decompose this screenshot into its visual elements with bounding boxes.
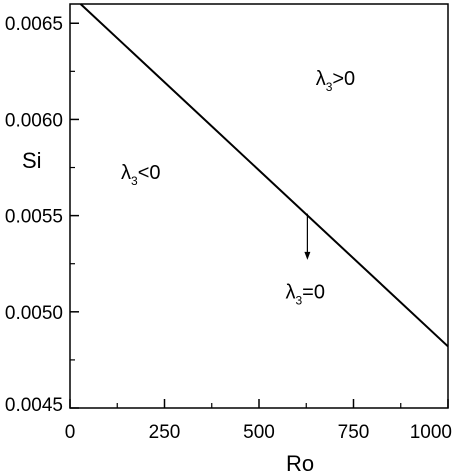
x-tick-label: 1000 [410, 422, 452, 443]
y-tick-label: 0.0045 [5, 395, 63, 416]
y-tick-label: 0.0065 [5, 14, 63, 35]
annotations: λ3>0 λ3<0 λ3=0 [121, 68, 355, 308]
region-annotation: λ3<0 [121, 162, 161, 188]
x-tick-label: 250 [149, 422, 181, 443]
y-tick-label: 0.0060 [5, 110, 63, 131]
plot-frame [69, 3, 449, 409]
annotation-arrow-head [304, 251, 311, 260]
ticks: 0 250 500 750 1000 0.0045 0.0050 0.0055 0.0060 0.… [5, 14, 452, 443]
data-line [79, 3, 449, 348]
y-tick-label: 0.0050 [5, 303, 63, 324]
x-tick-label: 500 [243, 422, 275, 443]
y-axis-label: Si [22, 148, 42, 173]
x-tick-label: 750 [338, 422, 370, 443]
region-annotation: λ3=0 [285, 281, 325, 307]
x-tick-label: 0 [65, 422, 76, 443]
y-tick-label: 0.0055 [5, 207, 63, 228]
x-axis-label: Ro [286, 451, 314, 475]
region-annotation: λ3>0 [316, 68, 356, 94]
